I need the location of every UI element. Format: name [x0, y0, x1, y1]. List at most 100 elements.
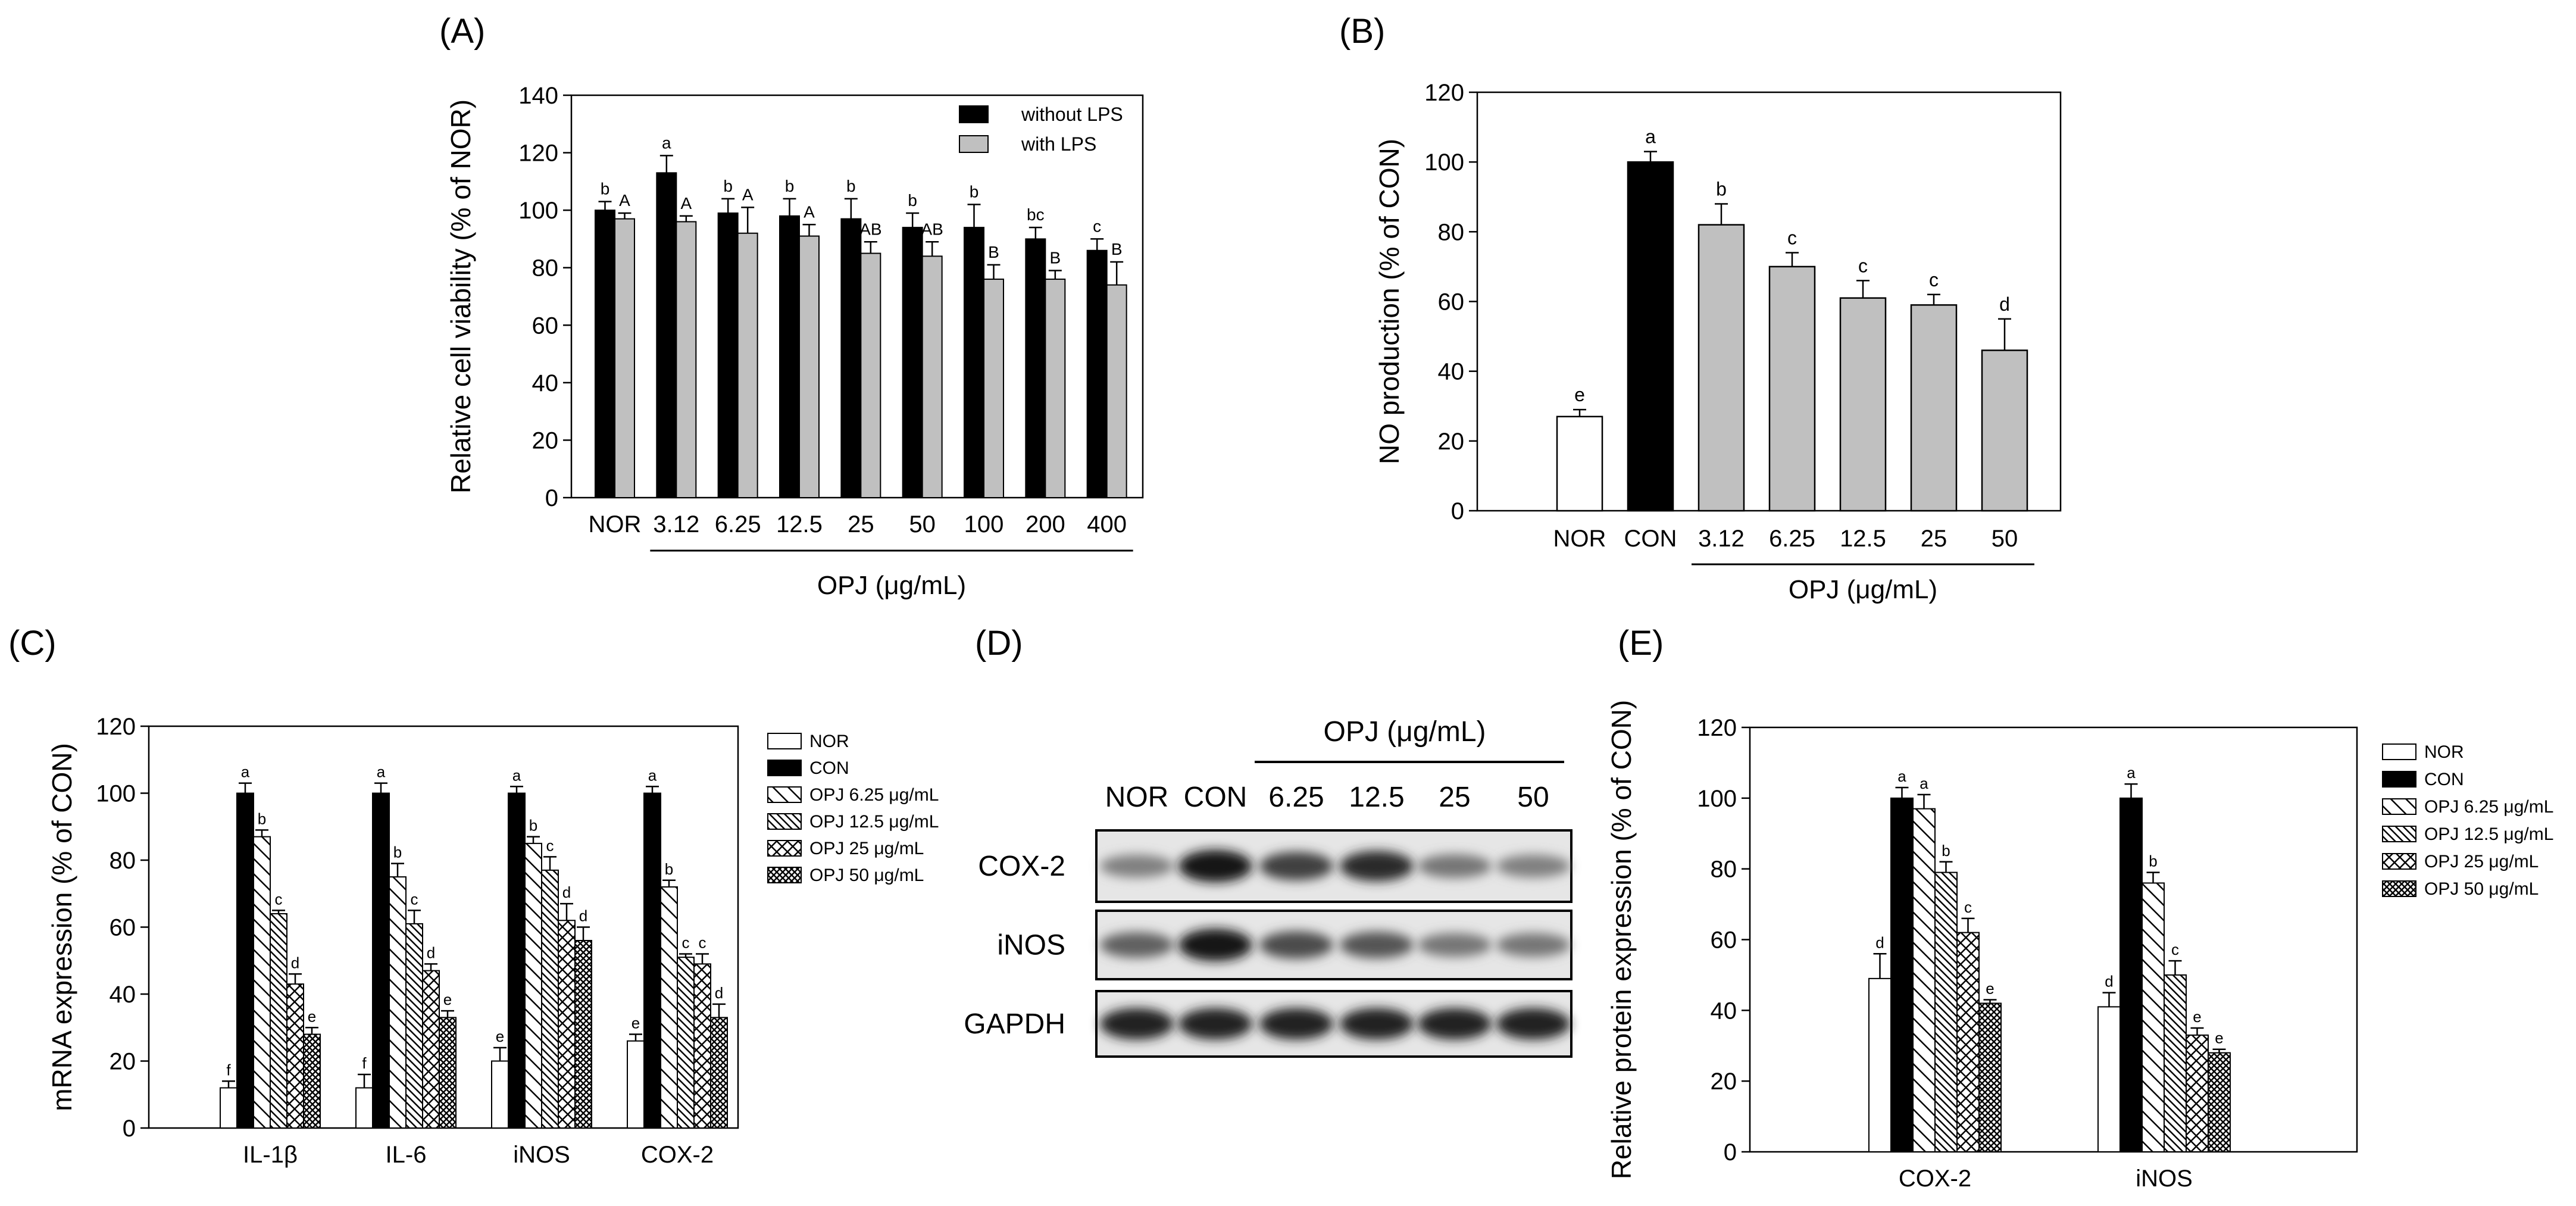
bar-c [220, 1087, 237, 1129]
y-tick-label-c: 60 [110, 915, 136, 941]
sig-label-e: d [2105, 973, 2113, 991]
legend-entry-e: CON [2424, 770, 2464, 789]
blot-lane-label: 25 [1439, 782, 1470, 813]
y-tick-label-e: 60 [1711, 927, 1737, 954]
sig-label-a: c [1093, 217, 1101, 235]
x-tick-label-c: COX-2 [641, 1142, 714, 1168]
sig-label-a: b [723, 177, 733, 195]
sig-label-a: b [970, 182, 979, 201]
legend-swatch-a [959, 105, 989, 123]
bar-a [676, 221, 697, 498]
sig-label-a: A [680, 194, 692, 213]
blot-band [1496, 854, 1570, 878]
legend-swatch-e [2382, 798, 2416, 815]
sig-label-b: b [1716, 178, 1727, 199]
legend-entry-c: OPJ 50 μg/mL [809, 866, 924, 885]
sig-label-b: e [1574, 384, 1585, 405]
y-tick-label-e: 0 [1724, 1139, 1737, 1166]
bar-c [355, 1087, 373, 1129]
legend-swatch-c [767, 733, 802, 749]
bar-c [491, 1060, 509, 1129]
sig-label-c: a [377, 763, 386, 781]
bar-a [1106, 284, 1127, 498]
bar-a [983, 279, 1004, 498]
blot-band [1496, 1008, 1570, 1040]
bar-a [1025, 238, 1046, 498]
bar-e [1934, 871, 1958, 1152]
sig-label-e: a [1897, 767, 1906, 785]
sig-label-b: a [1645, 126, 1656, 148]
bar-a [799, 235, 820, 498]
bar-c [558, 920, 576, 1129]
bar-c [253, 836, 271, 1129]
bar-a [614, 218, 635, 498]
blot-row-label: iNOS [997, 930, 1065, 961]
legend-entry-a: with LPS [1021, 133, 1096, 155]
x-tick-label-a: 100 [964, 511, 1004, 538]
sig-label-c: d [715, 984, 723, 1002]
bar-a [779, 215, 800, 498]
sig-label-a: A [804, 202, 815, 221]
bar-c [541, 869, 559, 1129]
y-tick-label-c: 20 [110, 1049, 136, 1075]
bar-b [1697, 224, 1745, 512]
sig-label-a: b [846, 177, 856, 195]
sig-label-c: f [226, 1061, 231, 1079]
y-tick-label-a: 80 [532, 255, 559, 282]
sig-label-a: B [1049, 249, 1061, 267]
sig-label-a: bc [1027, 205, 1045, 224]
blot-lane-label: 6.25 [1268, 782, 1324, 813]
sig-label-a: a [662, 133, 671, 152]
bar-e [2164, 974, 2187, 1152]
x-tick-label-b: 6.25 [1769, 526, 1815, 552]
sig-label-c: b [393, 843, 402, 861]
legend-entry-c: OPJ 25 μg/mL [809, 839, 924, 858]
x-tick-label-e: iNOS [2136, 1166, 2193, 1192]
sig-label-e: a [2127, 764, 2136, 782]
legend-entry-e: NOR [2424, 742, 2464, 762]
legend-swatch-c [767, 786, 802, 803]
sig-label-c: a [648, 766, 657, 784]
bar-e [2119, 797, 2143, 1153]
bar-e [1978, 1002, 2002, 1152]
bar-c [627, 1040, 645, 1129]
bar-e [2097, 1006, 2121, 1153]
sig-label-e: c [1964, 898, 1972, 916]
bar-b [1910, 304, 1958, 512]
y-tick-label-c: 100 [96, 781, 136, 807]
blot-lane-label: 12.5 [1349, 782, 1404, 813]
sig-label-e: e [1986, 980, 1994, 998]
x-tick-label-c: IL-6 [386, 1142, 427, 1168]
blot-row-label: COX-2 [978, 851, 1065, 882]
legend-entry-e: OPJ 25 μg/mL [2424, 852, 2539, 871]
sig-label-c: b [665, 860, 673, 878]
y-tick-label-e: 40 [1711, 998, 1737, 1024]
y-tick-label-b: 80 [1438, 219, 1465, 245]
bar-a [964, 227, 984, 498]
sig-label-c: c [275, 890, 283, 908]
y-tick-label-b: 40 [1438, 359, 1465, 385]
y-tick-label-e: 100 [1697, 786, 1737, 812]
legend-swatch-c [767, 813, 802, 830]
blot-band [1418, 1008, 1492, 1040]
blot-band [1178, 849, 1252, 883]
legend-entry-e: OPJ 50 μg/mL [2424, 879, 2539, 899]
bar-c [422, 970, 440, 1129]
y-tick-label-b: 20 [1438, 429, 1465, 455]
sig-label-c: b [529, 817, 537, 835]
legend-swatch-c [767, 840, 802, 857]
bar-e [1956, 932, 1980, 1153]
x-tick-label-b: NOR [1553, 526, 1606, 552]
blot-band [1100, 854, 1174, 878]
bar-c [303, 1033, 321, 1129]
legend-entry-c: CON [809, 758, 849, 778]
x-tick-label-e: COX-2 [1899, 1166, 1971, 1192]
sig-label-a: AB [859, 220, 881, 238]
blot-lane-label: NOR [1105, 782, 1169, 813]
sig-label-e: b [1942, 842, 1950, 860]
sig-label-c: b [258, 810, 266, 827]
sig-label-e: b [2149, 852, 2157, 870]
x-tick-label-a: 12.5 [776, 511, 823, 538]
bar-c [524, 842, 542, 1129]
